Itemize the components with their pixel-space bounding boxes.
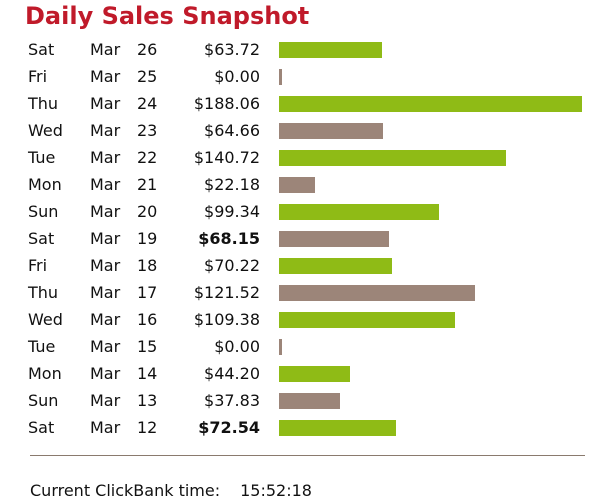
sales-bar <box>279 231 389 247</box>
chart-title: Daily Sales Snapshot <box>25 2 310 30</box>
row-day: Thu <box>28 94 59 113</box>
sales-bar <box>279 69 282 85</box>
row-date: 14 <box>137 364 158 383</box>
sales-row: Wed Mar 16 $109.38 <box>0 306 600 333</box>
sales-row: Sat Mar 19 $68.15 <box>0 225 600 252</box>
sales-bar <box>279 177 315 193</box>
sales-bar <box>279 96 582 112</box>
row-month: Mar <box>90 94 121 113</box>
row-date: 19 <box>137 229 158 248</box>
sales-row: Fri Mar 25 $0.00 <box>0 63 600 90</box>
row-month: Mar <box>90 283 121 302</box>
sales-row: Fri Mar 18 $70.22 <box>0 252 600 279</box>
row-amount: $22.18 <box>204 175 260 194</box>
row-amount: $99.34 <box>204 202 260 221</box>
row-day: Mon <box>28 175 62 194</box>
row-amount: $0.00 <box>214 67 260 86</box>
row-date: 20 <box>137 202 158 221</box>
sales-bar <box>279 393 340 409</box>
sales-row: Sun Mar 20 $99.34 <box>0 198 600 225</box>
clickbank-time-label: Current ClickBank time: <box>30 481 221 500</box>
row-date: 18 <box>137 256 158 275</box>
row-date: 22 <box>137 148 158 167</box>
clickbank-time-value: 15:52:18 <box>240 481 312 500</box>
row-month: Mar <box>90 202 121 221</box>
row-month: Mar <box>90 175 121 194</box>
row-month: Mar <box>90 67 121 86</box>
sales-bar <box>279 42 382 58</box>
row-day: Mon <box>28 364 62 383</box>
sales-bar <box>279 366 351 382</box>
row-month: Mar <box>90 418 121 437</box>
row-amount: $109.38 <box>193 310 260 329</box>
row-day: Wed <box>28 121 63 140</box>
row-month: Mar <box>90 40 121 59</box>
row-day: Sat <box>28 40 55 59</box>
sales-bar <box>279 123 384 139</box>
sales-bar <box>279 258 393 274</box>
sales-row: Mon Mar 21 $22.18 <box>0 171 600 198</box>
row-month: Mar <box>90 337 121 356</box>
sales-bar <box>279 312 456 328</box>
footer: Current ClickBank time: 15:52:18 <box>30 478 312 504</box>
sales-row: Sun Mar 13 $37.83 <box>0 387 600 414</box>
sales-row: Sat Mar 12 $72.54 <box>0 414 600 441</box>
row-day: Sun <box>28 202 59 221</box>
sales-bar <box>279 150 506 166</box>
row-date: 15 <box>137 337 158 356</box>
row-day: Tue <box>28 337 56 356</box>
sales-row: Thu Mar 17 $121.52 <box>0 279 600 306</box>
row-amount: $0.00 <box>214 337 260 356</box>
row-amount: $121.52 <box>193 283 260 302</box>
row-month: Mar <box>90 310 121 329</box>
sales-bar <box>279 285 475 301</box>
row-day: Wed <box>28 310 63 329</box>
row-month: Mar <box>90 121 121 140</box>
row-date: 13 <box>137 391 158 410</box>
row-date: 24 <box>137 94 158 113</box>
row-amount: $63.72 <box>204 40 260 59</box>
row-date: 17 <box>137 283 158 302</box>
sales-row: Thu Mar 24 $188.06 <box>0 90 600 117</box>
row-amount: $188.06 <box>193 94 260 113</box>
sales-rows: Sat Mar 26 $63.72 Fri Mar 25 $0.00 Thu Mar 24 $188.… <box>0 36 600 441</box>
sales-row: Sat Mar 26 $63.72 <box>0 36 600 63</box>
row-day: Tue <box>28 148 56 167</box>
sales-row: Tue Mar 22 $140.72 <box>0 144 600 171</box>
row-date: 21 <box>137 175 158 194</box>
row-date: 25 <box>137 67 158 86</box>
row-day: Thu <box>28 283 59 302</box>
row-month: Mar <box>90 256 121 275</box>
row-date: 12 <box>137 418 158 437</box>
sales-row: Mon Mar 14 $44.20 <box>0 360 600 387</box>
sales-row: Wed Mar 23 $64.66 <box>0 117 600 144</box>
footer-divider <box>30 455 585 456</box>
row-date: 16 <box>137 310 158 329</box>
row-month: Mar <box>90 229 121 248</box>
sales-bar <box>279 420 396 436</box>
row-month: Mar <box>90 148 121 167</box>
row-day: Fri <box>28 67 48 86</box>
row-amount: $70.22 <box>204 256 260 275</box>
row-day: Sat <box>28 229 55 248</box>
row-day: Sat <box>28 418 55 437</box>
row-amount: $72.54 <box>198 418 260 437</box>
row-day: Fri <box>28 256 48 275</box>
row-date: 26 <box>137 40 158 59</box>
sales-bar <box>279 204 440 220</box>
row-amount: $140.72 <box>193 148 260 167</box>
row-date: 23 <box>137 121 158 140</box>
row-amount: $64.66 <box>204 121 260 140</box>
row-amount: $37.83 <box>204 391 260 410</box>
row-amount: $68.15 <box>198 229 260 248</box>
sales-bar <box>279 339 282 355</box>
row-month: Mar <box>90 391 121 410</box>
row-amount: $44.20 <box>204 364 260 383</box>
sales-row: Tue Mar 15 $0.00 <box>0 333 600 360</box>
row-month: Mar <box>90 364 121 383</box>
row-day: Sun <box>28 391 59 410</box>
